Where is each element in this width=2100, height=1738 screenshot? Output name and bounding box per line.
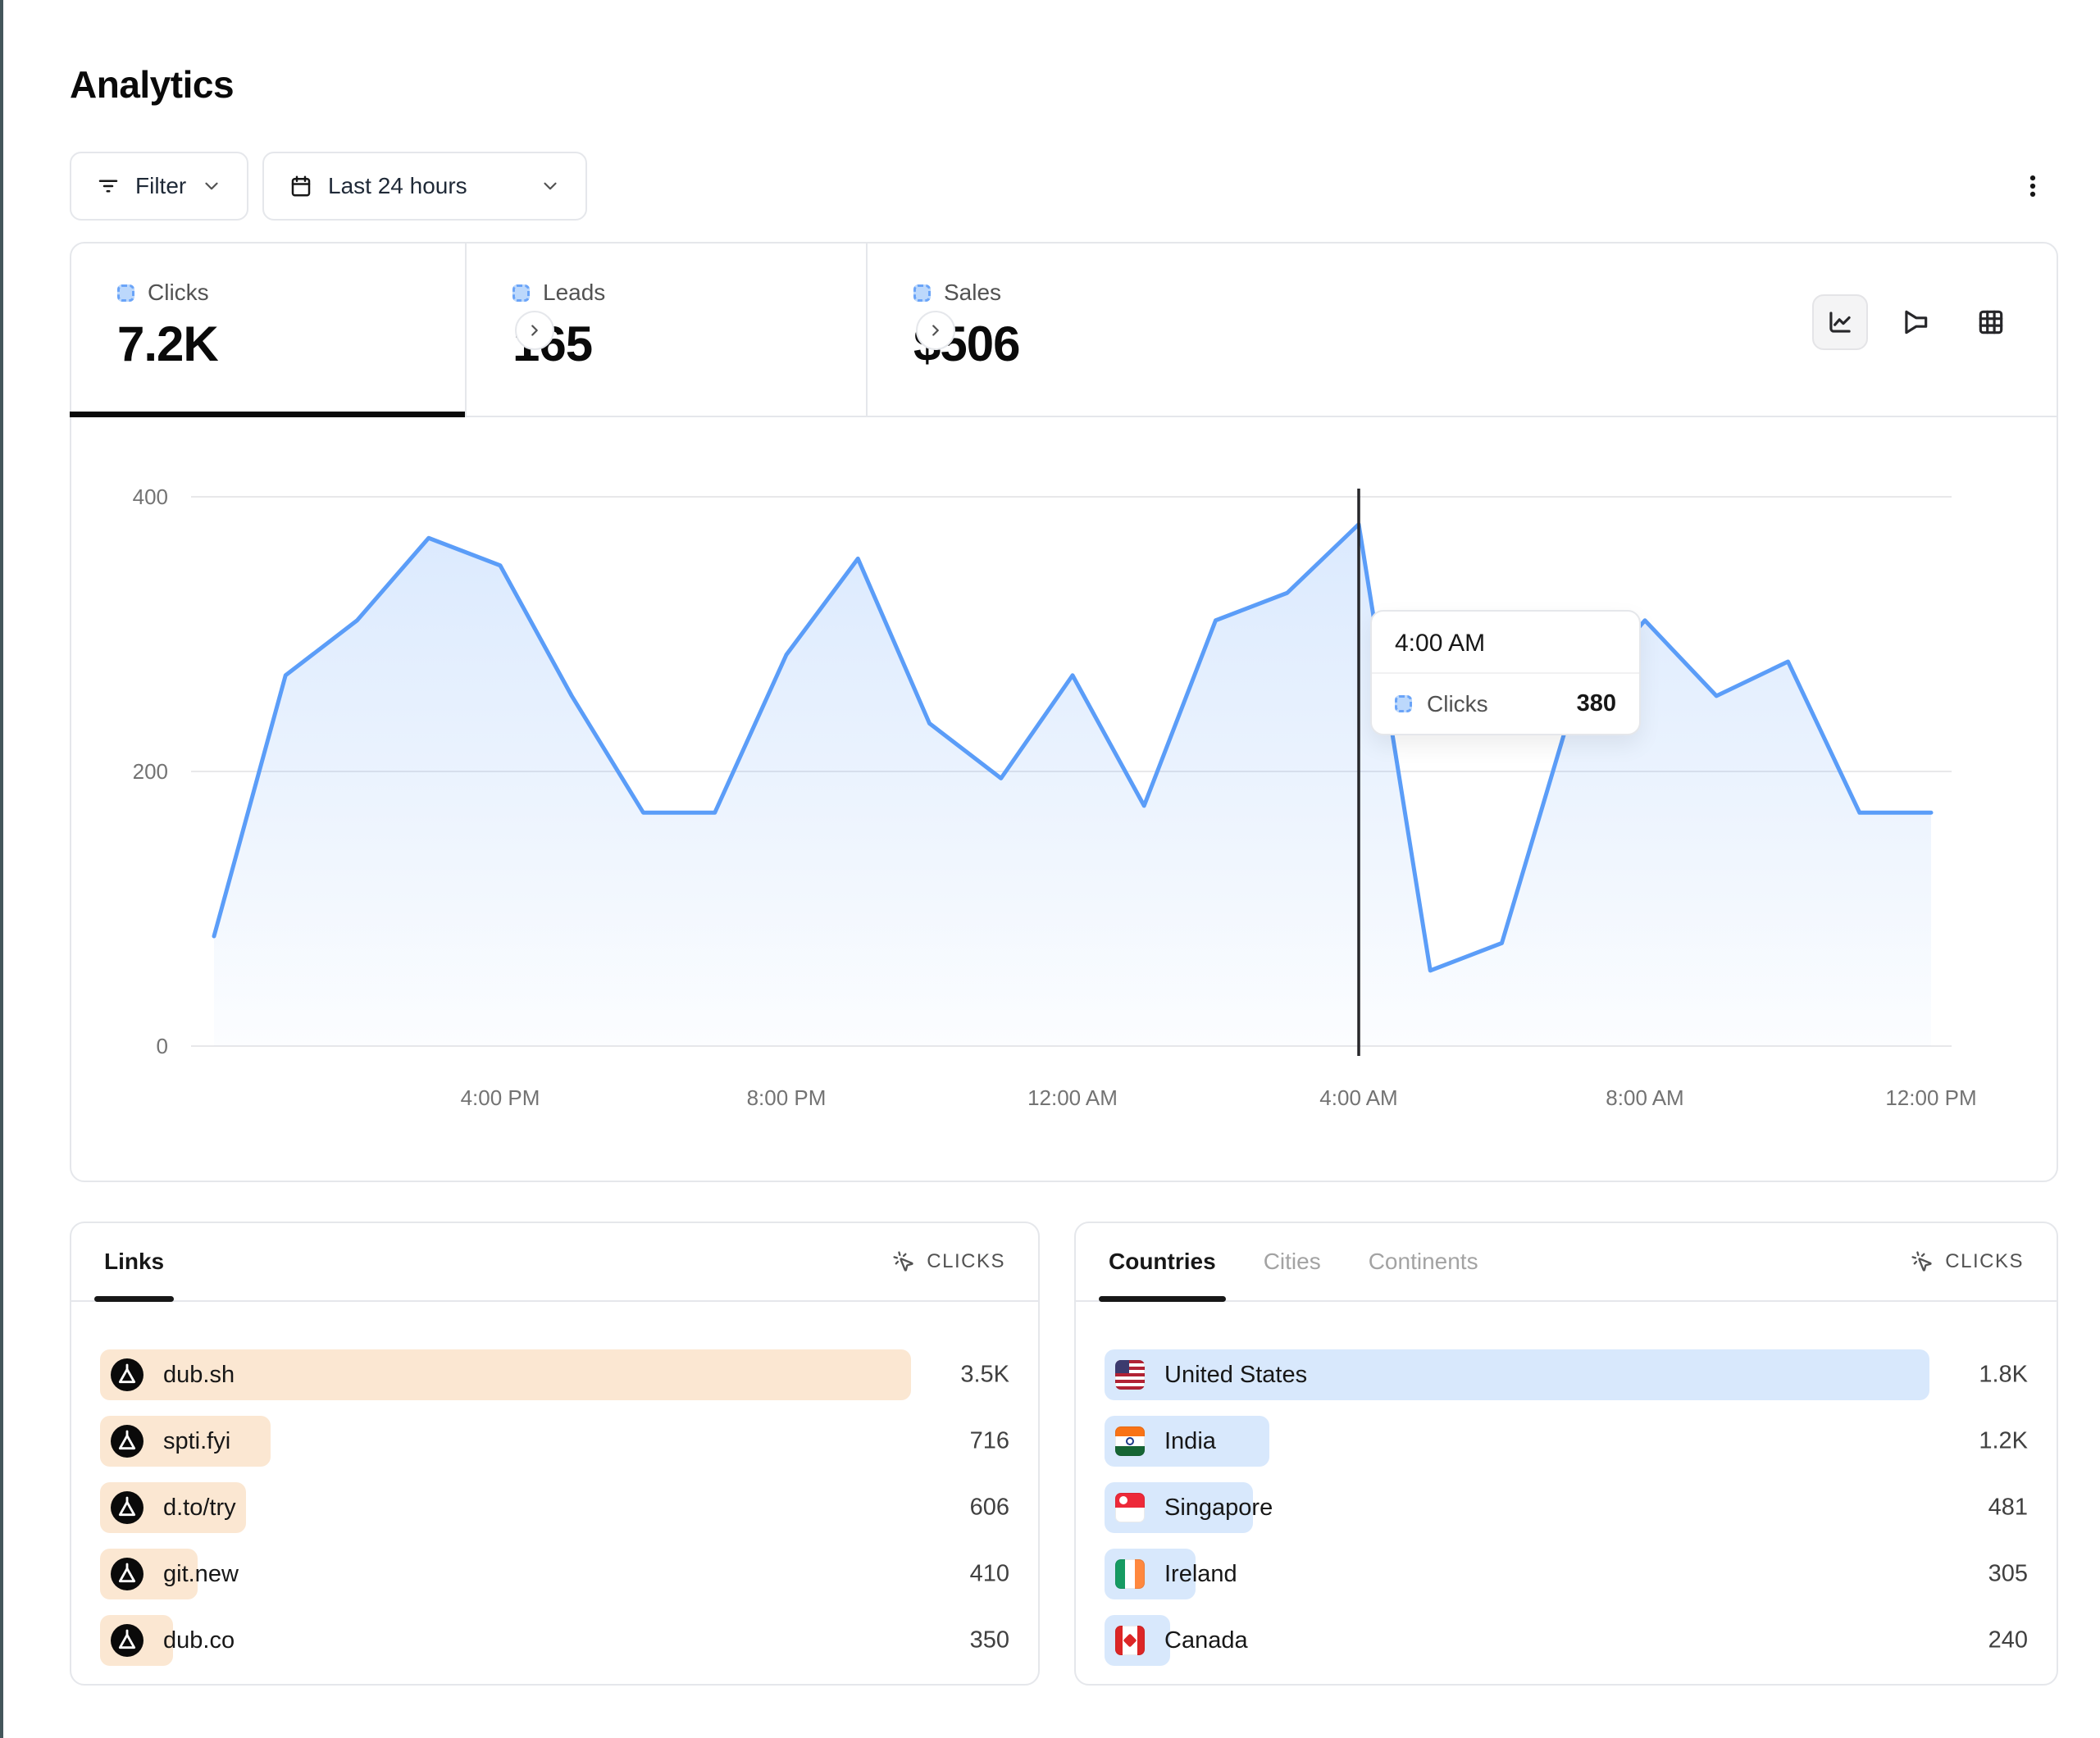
date-range-label: Last 24 hours	[328, 173, 467, 198]
row-label: spti.fyi	[163, 1427, 231, 1454]
cursor-click-icon	[1911, 1250, 1934, 1273]
link-row[interactable]: dub.co 350	[100, 1615, 1009, 1666]
row-value: 3.5K	[960, 1361, 1009, 1388]
stats-row: Clicks 7.2K Leads 165 Sales $506	[70, 243, 2057, 417]
chart-view-toggles	[1812, 294, 2019, 350]
country-row[interactable]: India 1.2K	[1105, 1416, 2028, 1467]
link-row[interactable]: d.to/try 606	[100, 1482, 1009, 1533]
row-value: 240	[1988, 1627, 2028, 1654]
row-label: Ireland	[1164, 1560, 1237, 1587]
row-label: Canada	[1164, 1627, 1248, 1654]
country-row[interactable]: Ireland 305	[1105, 1549, 2028, 1599]
row-value: 350	[969, 1627, 1009, 1654]
page-title: Analytics	[70, 63, 235, 106]
countries-panel: Countries Cities Continents CLICKS Unite…	[1074, 1222, 2058, 1686]
dub-logo-icon	[111, 1491, 143, 1524]
dub-logo-icon	[111, 1358, 143, 1391]
leads-legend-swatch	[512, 284, 530, 302]
line-chart-view-button[interactable]	[1812, 294, 1868, 350]
value-bar	[100, 1349, 911, 1400]
cursor-click-icon	[892, 1250, 915, 1273]
row-label: dub.co	[163, 1627, 235, 1654]
tooltip-series-label: Clicks	[1427, 690, 1488, 717]
row-label: India	[1164, 1427, 1216, 1454]
row-value: 305	[1988, 1560, 2028, 1587]
links-panel: Links CLICKS dub.sh 3.5K spti.fyi 716 d.to/t…	[70, 1222, 1040, 1686]
link-row[interactable]: spti.fyi 716	[100, 1416, 1009, 1467]
row-value: 1.8K	[1979, 1361, 2028, 1388]
filter-button[interactable]: Filter	[70, 152, 249, 221]
tab-links[interactable]: Links	[93, 1223, 175, 1302]
value-bar	[1105, 1349, 1929, 1400]
filter-button-label: Filter	[135, 173, 187, 198]
row-value: 1.2K	[1979, 1427, 2028, 1454]
link-row[interactable]: dub.sh 3.5K	[100, 1349, 1009, 1400]
sales-tab-label: Sales	[944, 280, 1002, 305]
country-row[interactable]: United States 1.8K	[1105, 1349, 2028, 1400]
ie-flag-icon	[1115, 1559, 1145, 1589]
country-row[interactable]: Canada 240	[1105, 1615, 2028, 1666]
chevron-down-icon	[201, 175, 222, 197]
sg-flag-icon	[1115, 1493, 1145, 1522]
dub-logo-icon	[111, 1425, 143, 1458]
chevron-down-icon	[540, 175, 561, 197]
leads-tab-value: 165	[512, 316, 593, 371]
row-value: 410	[969, 1560, 1009, 1587]
row-label: d.to/try	[163, 1494, 236, 1521]
clicks-tab-label: Clicks	[148, 280, 209, 305]
tab-countries[interactable]: Countries	[1099, 1223, 1226, 1302]
tooltip-value: 380	[1576, 690, 1616, 717]
tab-continents[interactable]: Continents	[1368, 1249, 1478, 1274]
funnel-chart-view-button[interactable]	[1888, 294, 1943, 350]
calendar-icon	[289, 174, 313, 198]
link-row[interactable]: git.new 410	[100, 1549, 1009, 1599]
links-metric-header[interactable]: CLICKS	[892, 1250, 1005, 1273]
sales-legend-swatch	[913, 284, 931, 302]
clicks-legend-swatch	[117, 284, 134, 302]
analytics-card: Clicks 7.2K Leads 165 Sales $506	[70, 242, 2058, 1182]
us-flag-icon	[1115, 1360, 1145, 1390]
row-value: 716	[969, 1427, 1009, 1454]
ca-flag-icon	[1115, 1626, 1145, 1655]
more-options-button[interactable]	[2010, 157, 2056, 215]
leads-tab-label: Leads	[543, 280, 606, 305]
date-range-button[interactable]: Last 24 hours	[262, 152, 587, 221]
tab-cities[interactable]: Cities	[1263, 1249, 1321, 1274]
row-label: dub.sh	[163, 1361, 235, 1388]
tab-sales[interactable]: Sales $506	[866, 243, 2057, 416]
window-edge	[0, 0, 3, 1738]
table-view-button[interactable]	[1963, 294, 2019, 350]
tab-clicks[interactable]: Clicks 7.2K	[70, 243, 465, 417]
row-value: 606	[969, 1494, 1009, 1521]
next-metric-chevron-button[interactable]	[515, 311, 554, 350]
countries-metric-header[interactable]: CLICKS	[1911, 1250, 2024, 1273]
dub-logo-icon	[111, 1558, 143, 1590]
chart-tooltip: 4:00 AM Clicks 380	[1370, 610, 1641, 735]
row-label: Singapore	[1164, 1494, 1273, 1521]
kebab-icon	[2019, 172, 2047, 200]
dub-logo-icon	[111, 1624, 143, 1657]
row-label: United States	[1164, 1361, 1308, 1388]
filter-icon	[96, 174, 121, 198]
tooltip-time: 4:00 AM	[1372, 612, 1639, 674]
next-metric-chevron-button[interactable]	[916, 311, 955, 350]
tooltip-series-swatch	[1395, 695, 1412, 712]
country-row[interactable]: Singapore 481	[1105, 1482, 2028, 1533]
row-label: git.new	[163, 1560, 239, 1587]
row-value: 481	[1988, 1494, 2028, 1521]
in-flag-icon	[1115, 1426, 1145, 1456]
clicks-tab-value: 7.2K	[117, 316, 219, 371]
